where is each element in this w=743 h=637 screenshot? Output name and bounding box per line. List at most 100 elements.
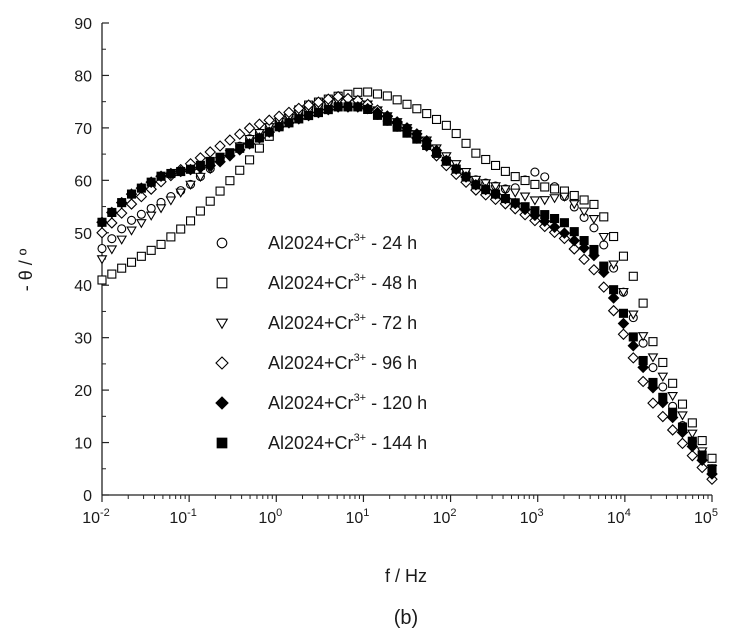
data-point xyxy=(146,245,156,255)
data-point xyxy=(126,226,137,236)
data-point xyxy=(185,180,196,190)
data-point xyxy=(550,213,560,224)
data-point xyxy=(412,134,422,144)
data-point xyxy=(588,214,600,225)
data-point xyxy=(126,257,137,267)
data-point xyxy=(274,122,284,132)
data-point xyxy=(598,232,610,243)
data-points xyxy=(96,87,718,486)
data-point xyxy=(233,128,246,140)
data-point xyxy=(97,243,107,254)
data-point xyxy=(668,407,678,417)
data-point xyxy=(519,192,531,202)
data-point xyxy=(648,337,658,347)
data-point xyxy=(461,138,471,148)
data-point xyxy=(637,375,649,388)
data-point xyxy=(107,207,117,218)
data-point xyxy=(224,134,236,146)
data-point xyxy=(125,198,138,210)
data-point xyxy=(451,164,461,174)
data-point xyxy=(363,104,373,114)
data-point xyxy=(568,243,581,255)
data-point xyxy=(500,193,510,204)
y-tick-label: 20 xyxy=(74,383,92,400)
data-point xyxy=(176,224,186,234)
data-point xyxy=(402,128,412,138)
data-point xyxy=(657,372,669,382)
data-point xyxy=(107,269,117,279)
data-point xyxy=(254,143,264,153)
legend-label: Al2024+Cr3+ - 144 h xyxy=(268,432,427,453)
data-point xyxy=(136,251,146,261)
data-point xyxy=(106,217,118,229)
data-point xyxy=(353,102,363,112)
data-point xyxy=(696,461,708,474)
data-point xyxy=(559,192,570,202)
data-point xyxy=(402,99,412,109)
data-point xyxy=(568,234,581,247)
legend-marker xyxy=(215,318,229,330)
legend-label: Al2024+Cr3+ - 96 h xyxy=(268,352,417,373)
data-point xyxy=(520,175,530,186)
data-point xyxy=(471,148,481,158)
data-point xyxy=(500,185,511,195)
data-point xyxy=(215,186,225,196)
data-point xyxy=(658,357,668,368)
data-point xyxy=(136,209,146,219)
data-point xyxy=(117,224,127,234)
data-point xyxy=(589,244,599,255)
legend-marker xyxy=(215,396,229,410)
data-point xyxy=(135,190,148,203)
data-point xyxy=(165,196,177,206)
x-tick-label: 10-1 xyxy=(169,507,197,527)
data-point xyxy=(156,239,166,249)
data-point xyxy=(550,184,560,194)
data-point xyxy=(185,164,196,174)
data-point xyxy=(214,140,226,152)
data-point xyxy=(245,155,255,165)
data-point xyxy=(647,397,659,409)
data-point xyxy=(628,332,638,342)
data-point xyxy=(243,122,256,134)
data-point xyxy=(568,200,580,210)
data-point xyxy=(481,154,491,165)
data-point xyxy=(618,288,629,298)
x-tick-label: 10-2 xyxy=(82,507,110,527)
legend-label: Al2024+Cr3+ - 120 h xyxy=(268,392,427,413)
data-point xyxy=(264,127,274,137)
data-point xyxy=(392,122,402,132)
data-point xyxy=(657,410,669,423)
data-point xyxy=(382,116,392,126)
data-point xyxy=(451,128,461,139)
data-point xyxy=(204,146,217,158)
data-point xyxy=(155,204,167,214)
data-point xyxy=(627,339,640,352)
data-point xyxy=(441,120,451,130)
data-point xyxy=(597,281,610,293)
data-point xyxy=(294,114,304,124)
data-point xyxy=(578,253,590,266)
data-point xyxy=(578,207,590,217)
data-point xyxy=(117,263,127,273)
data-point xyxy=(520,202,530,212)
data-point xyxy=(687,436,697,446)
data-point xyxy=(677,422,688,432)
data-point xyxy=(548,221,561,233)
data-point xyxy=(117,198,127,208)
data-point xyxy=(185,216,196,226)
data-point xyxy=(126,215,137,225)
data-point xyxy=(609,285,619,295)
data-point xyxy=(510,172,520,182)
data-point xyxy=(627,352,640,364)
data-point xyxy=(579,236,589,246)
legend-marker xyxy=(215,356,229,370)
data-point xyxy=(166,168,176,179)
data-point xyxy=(304,111,314,121)
data-point xyxy=(215,152,225,162)
legend-marker xyxy=(216,277,228,289)
data-point xyxy=(500,166,510,176)
data-point xyxy=(599,261,609,271)
data-point xyxy=(677,411,688,421)
data-point xyxy=(313,108,324,118)
y-tick-label: 0 xyxy=(83,488,92,505)
